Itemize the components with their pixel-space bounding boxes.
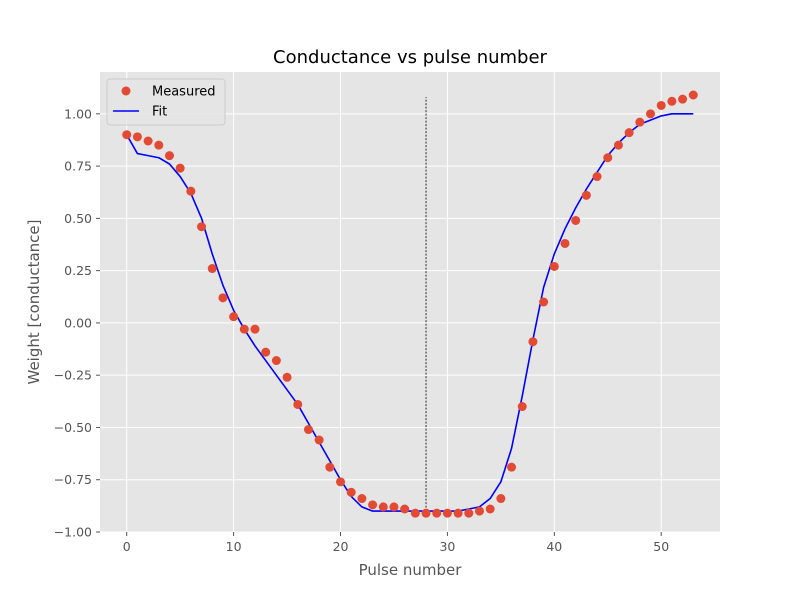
measured-point [421, 508, 431, 518]
measured-point [282, 372, 292, 382]
measured-point [507, 462, 517, 472]
y-axis-label: Weight [conductance] [25, 220, 43, 385]
measured-point [250, 324, 260, 334]
measured-point [667, 96, 677, 106]
measured-point [539, 297, 549, 307]
measured-point [164, 151, 174, 161]
measured-point [368, 500, 378, 510]
measured-point [485, 504, 495, 514]
plot-area [100, 72, 720, 532]
measured-point [357, 494, 367, 504]
y-tick-label: 0.75 [64, 159, 92, 174]
measured-point [186, 186, 196, 196]
measured-point [346, 487, 356, 497]
measured-point [271, 356, 281, 366]
measured-point [154, 140, 164, 150]
measured-point [336, 477, 346, 487]
y-tick-label: 0.25 [64, 263, 92, 278]
measured-point [293, 399, 303, 409]
legend-box [106, 78, 226, 126]
measured-point [229, 312, 239, 322]
measured-point [517, 402, 527, 412]
legend-label-measured: Measured [152, 85, 216, 100]
measured-point [549, 261, 559, 271]
x-tick-label: 10 [226, 539, 242, 554]
fit-line [126, 113, 694, 512]
measured-point [218, 293, 228, 303]
measured-point [410, 508, 420, 518]
y-tick-label: −0.75 [54, 472, 92, 487]
measured-point [496, 494, 506, 504]
measured-point [132, 132, 142, 142]
measured-point [207, 264, 217, 274]
y-tick-label: −0.50 [54, 420, 92, 435]
measured-point [678, 94, 688, 104]
x-tick-label: 40 [546, 539, 562, 554]
measured-point [592, 172, 602, 182]
measured-point [175, 163, 185, 173]
x-tick-label: 20 [333, 539, 349, 554]
measured-series [122, 90, 698, 518]
legend-label-fit: Fit [152, 105, 167, 120]
grid [100, 72, 720, 533]
x-axis-label: Pulse number [359, 561, 463, 579]
measured-point [442, 508, 452, 518]
measured-point [581, 190, 591, 200]
measured-point [453, 508, 463, 518]
measured-point [464, 508, 474, 518]
measured-point [571, 215, 581, 225]
measured-point [656, 100, 666, 110]
y-tick-label: 1.00 [64, 106, 92, 121]
y-axis-ticks: −1.00 −0.75 −0.50 −0.25 0.00 0.25 0.50 0.75 1.00 [54, 106, 100, 540]
y-tick-label: −1.00 [54, 525, 92, 540]
measured-point [143, 136, 153, 146]
y-tick-label: −0.25 [54, 368, 92, 383]
measured-point [197, 222, 207, 232]
measured-point [624, 128, 634, 138]
measured-point [613, 140, 623, 150]
measured-point [688, 90, 698, 100]
legend: Measured Fit [106, 78, 226, 126]
x-axis-ticks: 0 10 20 30 40 50 [123, 532, 669, 554]
measured-point [400, 504, 410, 514]
measured-point [239, 324, 249, 334]
measured-point [603, 153, 613, 163]
legend-marker-measured [121, 86, 131, 96]
x-tick-label: 50 [653, 539, 669, 554]
measured-point [646, 109, 656, 119]
measured-point [474, 506, 484, 516]
measured-point [303, 425, 313, 435]
measured-point [560, 238, 570, 248]
measured-point [635, 117, 645, 127]
measured-point [261, 347, 271, 357]
y-tick-label: 0.00 [64, 315, 92, 330]
measured-point [325, 462, 335, 472]
x-tick-label: 0 [123, 539, 131, 554]
measured-point [432, 508, 442, 518]
measured-point [122, 130, 132, 140]
fit-series [126, 113, 694, 512]
measured-point [528, 337, 538, 347]
measured-point [314, 435, 324, 445]
y-tick-label: 0.50 [64, 211, 92, 226]
measured-point [389, 502, 399, 512]
chart-title: Conductance vs pulse number [273, 47, 548, 68]
x-tick-label: 30 [439, 539, 455, 554]
measured-point [378, 502, 388, 512]
